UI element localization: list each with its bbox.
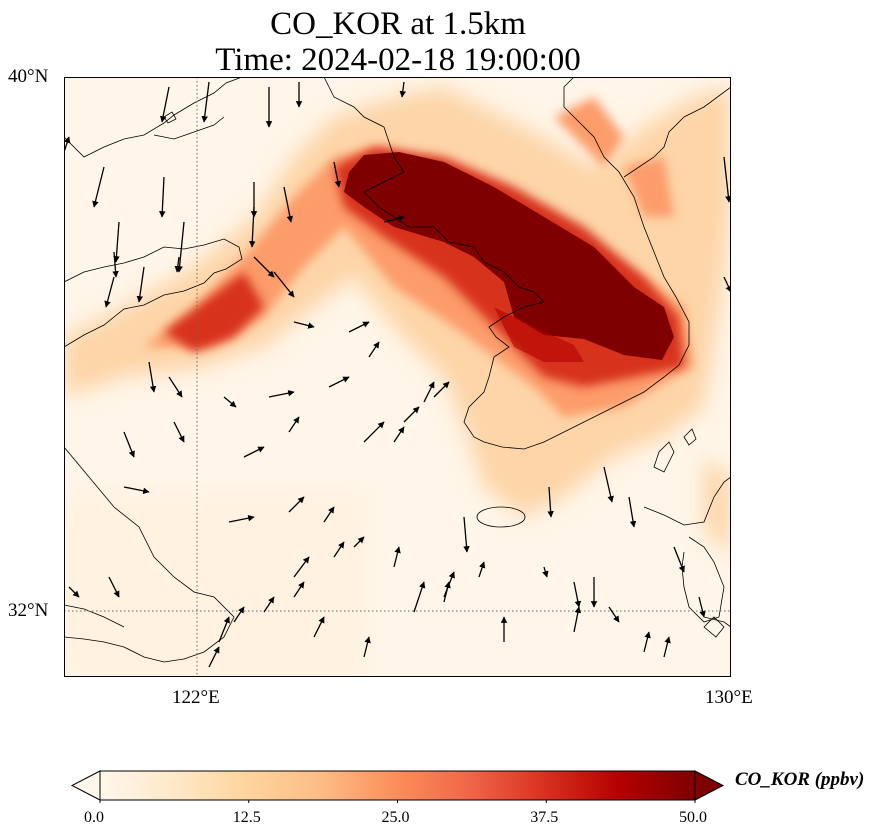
map-canvas	[64, 77, 731, 677]
wind-arrow	[201, 81, 210, 123]
wind-arrow	[423, 381, 435, 403]
colorbar-label: CO_KOR (ppbv)	[735, 769, 865, 790]
colorbar-extend-max	[694, 770, 725, 801]
wind-arrow	[353, 536, 365, 548]
wind-arrow	[253, 256, 275, 278]
wind-arrow	[104, 276, 115, 308]
wind-arrow	[603, 466, 614, 503]
wind-arrow	[293, 556, 310, 578]
colorbar-tick-label: 37.5	[530, 809, 559, 826]
colorbar-tick-label: 0.0	[84, 809, 104, 826]
wind-arrow	[698, 596, 706, 618]
wind-arrow	[723, 156, 731, 203]
wind-arrow	[228, 514, 255, 523]
wind-arrow	[628, 496, 637, 528]
wind-arrow	[92, 166, 105, 208]
wind-arrow	[123, 431, 135, 458]
wind-arrow	[573, 581, 582, 608]
wind-arrow	[663, 636, 671, 658]
co-plume-core-edge	[494, 307, 584, 362]
wind-arrow	[68, 586, 80, 598]
wind-arrow	[159, 176, 166, 218]
colorbar-extend-min	[70, 770, 101, 801]
wind-arrow	[148, 361, 157, 393]
wind-arrow	[328, 376, 350, 388]
wind-arrow	[243, 446, 265, 458]
wind-arrow	[113, 221, 120, 263]
wind-arrow	[333, 161, 342, 188]
lon-label-130E: 130°E	[705, 687, 753, 708]
wind-arrow	[573, 606, 582, 633]
wind-arrow	[218, 616, 230, 643]
wind-arrow	[313, 616, 325, 638]
coastlines	[64, 77, 731, 663]
wind-arrow	[174, 256, 181, 273]
wind-arrow	[363, 636, 371, 658]
wind-arrow	[433, 381, 450, 398]
wind-arrow	[542, 566, 549, 578]
lon-label-122E: 122°E	[172, 687, 220, 708]
wind-arrow	[208, 646, 220, 668]
map-title-line-2: Time: 2024-02-18 19:00:00	[215, 42, 581, 78]
wind-arrow	[176, 221, 185, 273]
wind-arrow	[268, 389, 295, 398]
gridlines	[64, 77, 731, 677]
wind-arrow	[478, 561, 486, 578]
wind-arrow	[463, 516, 470, 553]
wind-arrow	[283, 186, 294, 223]
wind-arrow	[403, 406, 420, 423]
wind-arrow	[273, 271, 295, 298]
wind-arrow	[323, 506, 335, 523]
wind-arrow	[413, 581, 426, 613]
wind-arrow	[399, 81, 406, 98]
concentration-background-sw	[64, 497, 364, 677]
wind-vectors	[64, 81, 731, 668]
wind-arrow	[723, 276, 731, 293]
wind-arrow	[108, 576, 120, 598]
map-panel	[64, 77, 731, 677]
wind-arrow	[159, 86, 170, 123]
wind-arrow	[123, 486, 150, 495]
wind-arrow	[348, 321, 370, 333]
wind-arrow	[393, 546, 401, 568]
wind-arrow	[363, 421, 385, 443]
wind-arrow	[643, 631, 651, 653]
wind-arrow	[608, 606, 620, 623]
colorbar-tick-label: 50.0	[679, 809, 707, 826]
wind-arrow	[288, 496, 305, 513]
wind-arrow	[383, 215, 405, 223]
wind-arrow	[293, 581, 305, 598]
wind-arrow	[333, 541, 345, 558]
map-title-line-1: CO_KOR at 1.5km	[270, 6, 526, 42]
wind-arrow	[368, 341, 380, 358]
wind-arrow	[136, 266, 145, 303]
wind-arrow	[168, 376, 183, 398]
wind-arrow	[263, 596, 275, 613]
wind-arrow	[443, 581, 451, 603]
wind-arrow	[293, 321, 315, 329]
wind-arrow	[112, 251, 119, 278]
colorbar-tick-label: 12.5	[232, 809, 261, 826]
wind-arrow	[288, 416, 300, 433]
colorbar	[70, 770, 725, 803]
wind-arrow	[173, 421, 185, 443]
co-plume-core	[344, 152, 674, 360]
colorbar-gradient	[99, 770, 696, 801]
wind-arrow	[233, 606, 245, 623]
map-border	[64, 77, 731, 677]
wind-arrow	[223, 396, 237, 408]
lat-label-40N: 40°N	[8, 66, 49, 87]
colorbar-tick-label: 25.0	[381, 809, 410, 826]
wind-arrow	[673, 546, 685, 573]
lat-label-32N: 32°N	[8, 600, 49, 621]
wind-arrow	[547, 486, 554, 518]
wind-arrow	[249, 206, 256, 248]
wind-arrow	[393, 426, 405, 443]
